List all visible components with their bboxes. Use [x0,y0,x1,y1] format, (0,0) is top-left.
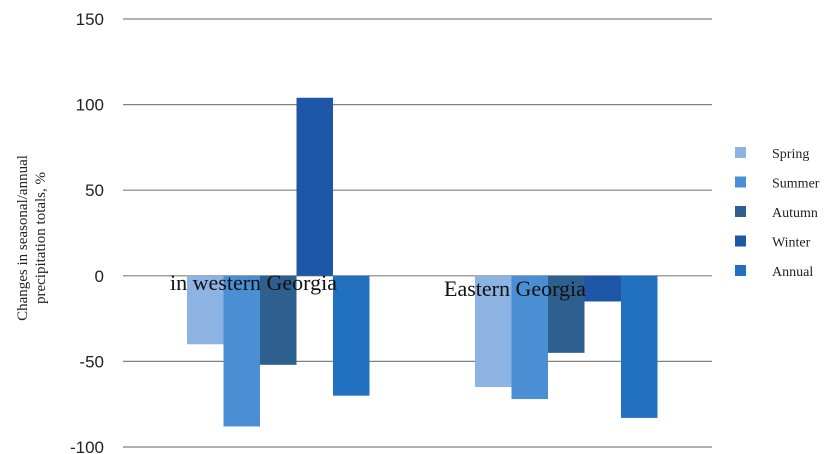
y-axis-ticks: 150 100 50 0 -50 -100 [70,10,104,454]
y-axis-label: Changes in seasonal/annual precipitation… [15,155,49,321]
bar-summer [223,275,260,427]
y-tick-label: 50 [85,181,104,200]
legend-swatch [735,265,746,276]
legend-swatch [735,147,746,158]
bar-annual [333,275,370,396]
bar-annual [621,275,658,418]
bar-spring [475,275,512,388]
legend-label: Autumn [772,206,818,221]
bar-winter [584,275,621,302]
y-axis-label-line-2: precipitation totals, % [33,172,49,304]
legend: Spring Summer Autumn Winter Annual [735,147,820,280]
y-tick-label: -100 [70,438,104,454]
category-labels: in western Georgia Eastern Georgia [170,270,586,301]
y-tick-label: 150 [76,10,104,29]
y-axis-label-line-1: Changes in seasonal/annual [15,155,31,321]
legend-label: Summer [772,177,820,192]
y-tick-label: 100 [76,96,104,115]
bar-summer [511,275,548,400]
bar-autumn [548,275,585,353]
category-label: in western Georgia [170,270,337,295]
category-label: Eastern Georgia [444,276,586,301]
legend-label: Spring [772,147,809,162]
y-tick-label: 0 [95,267,104,286]
legend-label: Annual [772,265,813,280]
bar-autumn [260,275,297,365]
legend-swatch [735,206,746,217]
legend-swatch [735,176,746,188]
y-tick-label: -50 [79,352,104,371]
bar-winter [296,97,333,276]
legend-label: Winter [772,236,811,251]
bars [187,97,658,427]
legend-swatch [735,235,746,247]
bar-spring [187,275,224,345]
